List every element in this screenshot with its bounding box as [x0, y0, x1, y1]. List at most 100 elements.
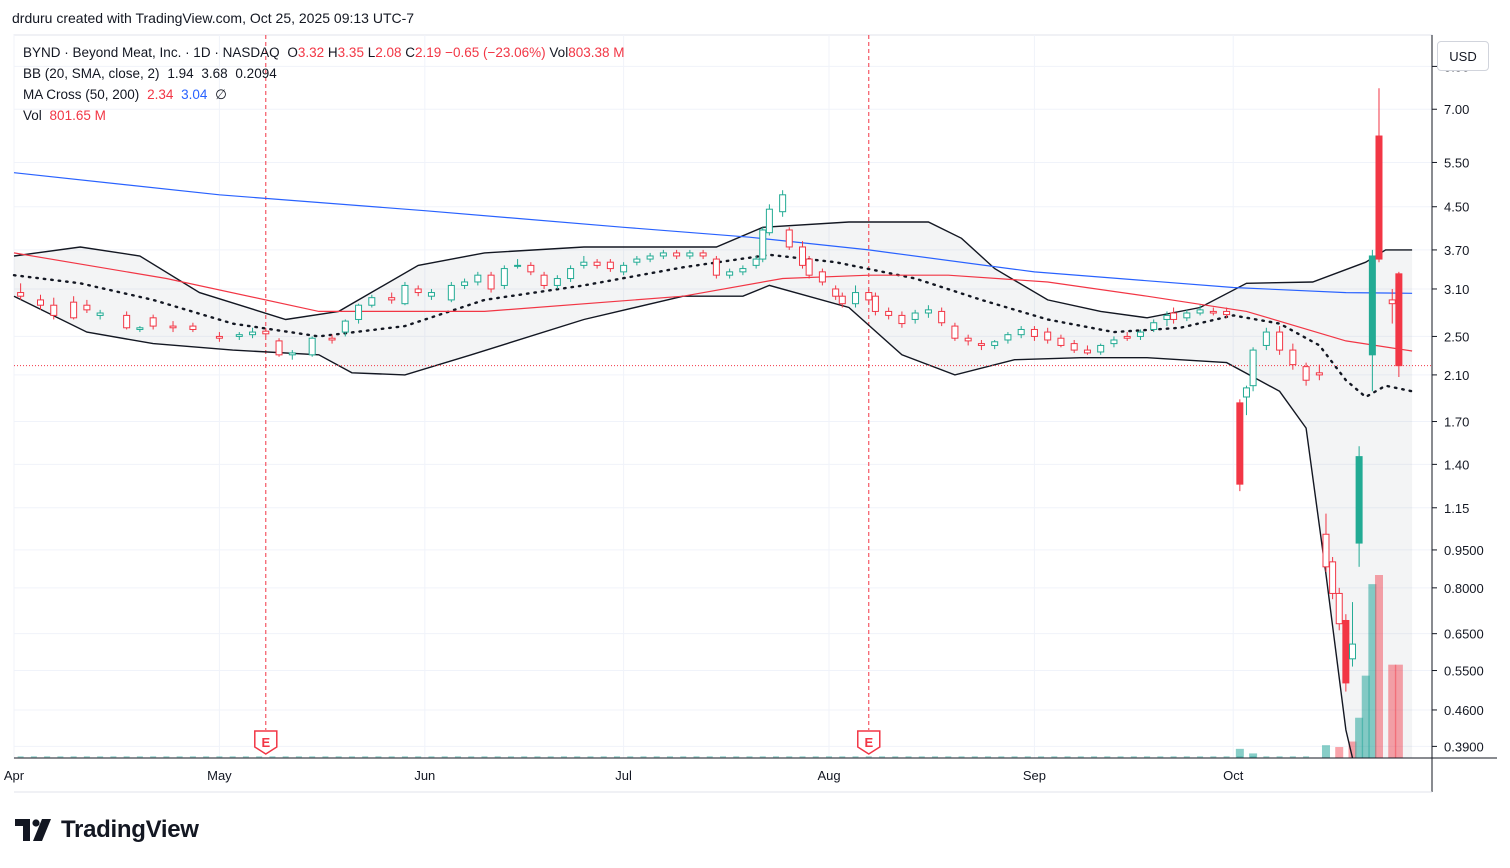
volume-bar-small [905, 756, 912, 758]
volume-bar [1374, 575, 1383, 758]
candle-body [1196, 309, 1204, 314]
volume-bar-small [640, 756, 647, 758]
y-tick-label: 0.4600 [1444, 703, 1484, 718]
volume-bar-small [945, 756, 952, 758]
y-tick-label: 4.50 [1444, 200, 1469, 215]
candle-body [341, 320, 349, 333]
ma-cross-legend: MA Cross (50, 200) 2.34 3.04 ∅ [23, 87, 227, 103]
volume-bar-small [309, 756, 316, 758]
volume-bar-small [83, 756, 90, 758]
volume-bar-small [600, 756, 607, 758]
candle-body [1249, 349, 1257, 387]
y-tick-label: 7.00 [1444, 102, 1469, 117]
candle-body [1004, 334, 1012, 341]
volume-bar-small [680, 756, 687, 758]
candle-body [96, 312, 104, 316]
volume-bar-small [653, 756, 660, 758]
x-tick-label: Oct [1223, 768, 1244, 783]
created-by-header: drduru created with TradingView.com, Oct… [12, 10, 415, 26]
earnings-badge-label: E [261, 735, 270, 750]
volume-bar-small [706, 756, 713, 758]
candle-body [1057, 337, 1065, 346]
candle-body [149, 317, 157, 327]
candle-body [1302, 366, 1310, 381]
low-label: L [367, 45, 376, 60]
y-tick-label: 1.15 [1444, 501, 1469, 516]
open-label: O [287, 45, 298, 60]
volume-bar-small [547, 756, 554, 758]
volume-bar-small [189, 756, 196, 758]
candle-body [838, 295, 846, 305]
candle-body [249, 331, 257, 336]
candle-body [414, 288, 422, 294]
volume-bar-small [1276, 756, 1283, 758]
bb-area [14, 222, 1413, 758]
candle-body [1017, 328, 1025, 336]
open-value: 3.32 [297, 45, 325, 60]
volume-bar-small [627, 756, 634, 758]
volume-bar-small [879, 756, 886, 758]
volume-bar-small [985, 756, 992, 758]
candle-body [991, 341, 999, 346]
volume-bar-small [1236, 756, 1243, 758]
ma-200-value: 3.04 [181, 87, 208, 102]
volume-bar-small [1024, 756, 1031, 758]
currency-button[interactable]: USD [1437, 41, 1489, 71]
tradingview-logo-icon [15, 819, 51, 841]
volume-bar-small [441, 756, 448, 758]
volume-bar-small [17, 756, 24, 758]
candle-body [752, 258, 760, 266]
close-value: 2.19 [415, 45, 442, 60]
earnings-badge [857, 730, 881, 755]
candle-body [136, 327, 144, 330]
volume-bar-small [733, 756, 740, 758]
y-tick-label: 2.10 [1444, 368, 1469, 383]
y-tick-label: 1.40 [1444, 457, 1469, 472]
volume-legend-value: 801.65 M [49, 108, 106, 123]
candle-body [951, 325, 959, 339]
volume-bar-small [1117, 756, 1124, 758]
candle-body [699, 252, 707, 257]
volume-bar-small [110, 756, 117, 758]
y-tick-label: 3.70 [1444, 243, 1469, 258]
ma-cross-symbol: ∅ [215, 87, 227, 102]
candle-body [1170, 312, 1178, 320]
volume-bar [1335, 747, 1344, 758]
volume-bar-small [560, 756, 567, 758]
bb-legend: BB (20, SMA, close, 2) 1.94 3.68 0.2094 [23, 66, 277, 81]
x-tick-label: Jul [615, 768, 632, 783]
candle-body [911, 312, 919, 320]
candle-body [686, 252, 694, 257]
volume-bar-small [428, 756, 435, 758]
candle-body [235, 334, 243, 337]
y-tick-label: 0.5500 [1444, 664, 1484, 679]
volume-bar [1249, 753, 1258, 758]
candle-body [215, 335, 223, 339]
volume-bar [1361, 675, 1370, 758]
candle-body [447, 284, 455, 301]
x-tick-label: Sep [1023, 768, 1046, 783]
y-tick-label: 5.50 [1444, 155, 1469, 170]
volume-bar-small [454, 756, 461, 758]
candle-body [275, 340, 283, 356]
candle-body [262, 330, 270, 335]
volume-bar-small [30, 756, 37, 758]
candle-body [593, 261, 601, 266]
candle-body [328, 337, 336, 341]
candle-body [474, 274, 482, 283]
volume-bar-small [1210, 756, 1217, 758]
volume-bar-small [1051, 756, 1058, 758]
x-tick-label: Aug [817, 768, 840, 783]
candle-body [1262, 331, 1270, 346]
candle-body [553, 278, 561, 286]
volume-bar-small [613, 756, 620, 758]
candle-body [37, 299, 45, 306]
volume-bar-small [335, 756, 342, 758]
volume-bar-small [415, 756, 422, 758]
candle-body [567, 268, 575, 280]
candle-body [726, 271, 734, 276]
volume-bar-small [70, 756, 77, 758]
volume-bar-small [97, 756, 104, 758]
